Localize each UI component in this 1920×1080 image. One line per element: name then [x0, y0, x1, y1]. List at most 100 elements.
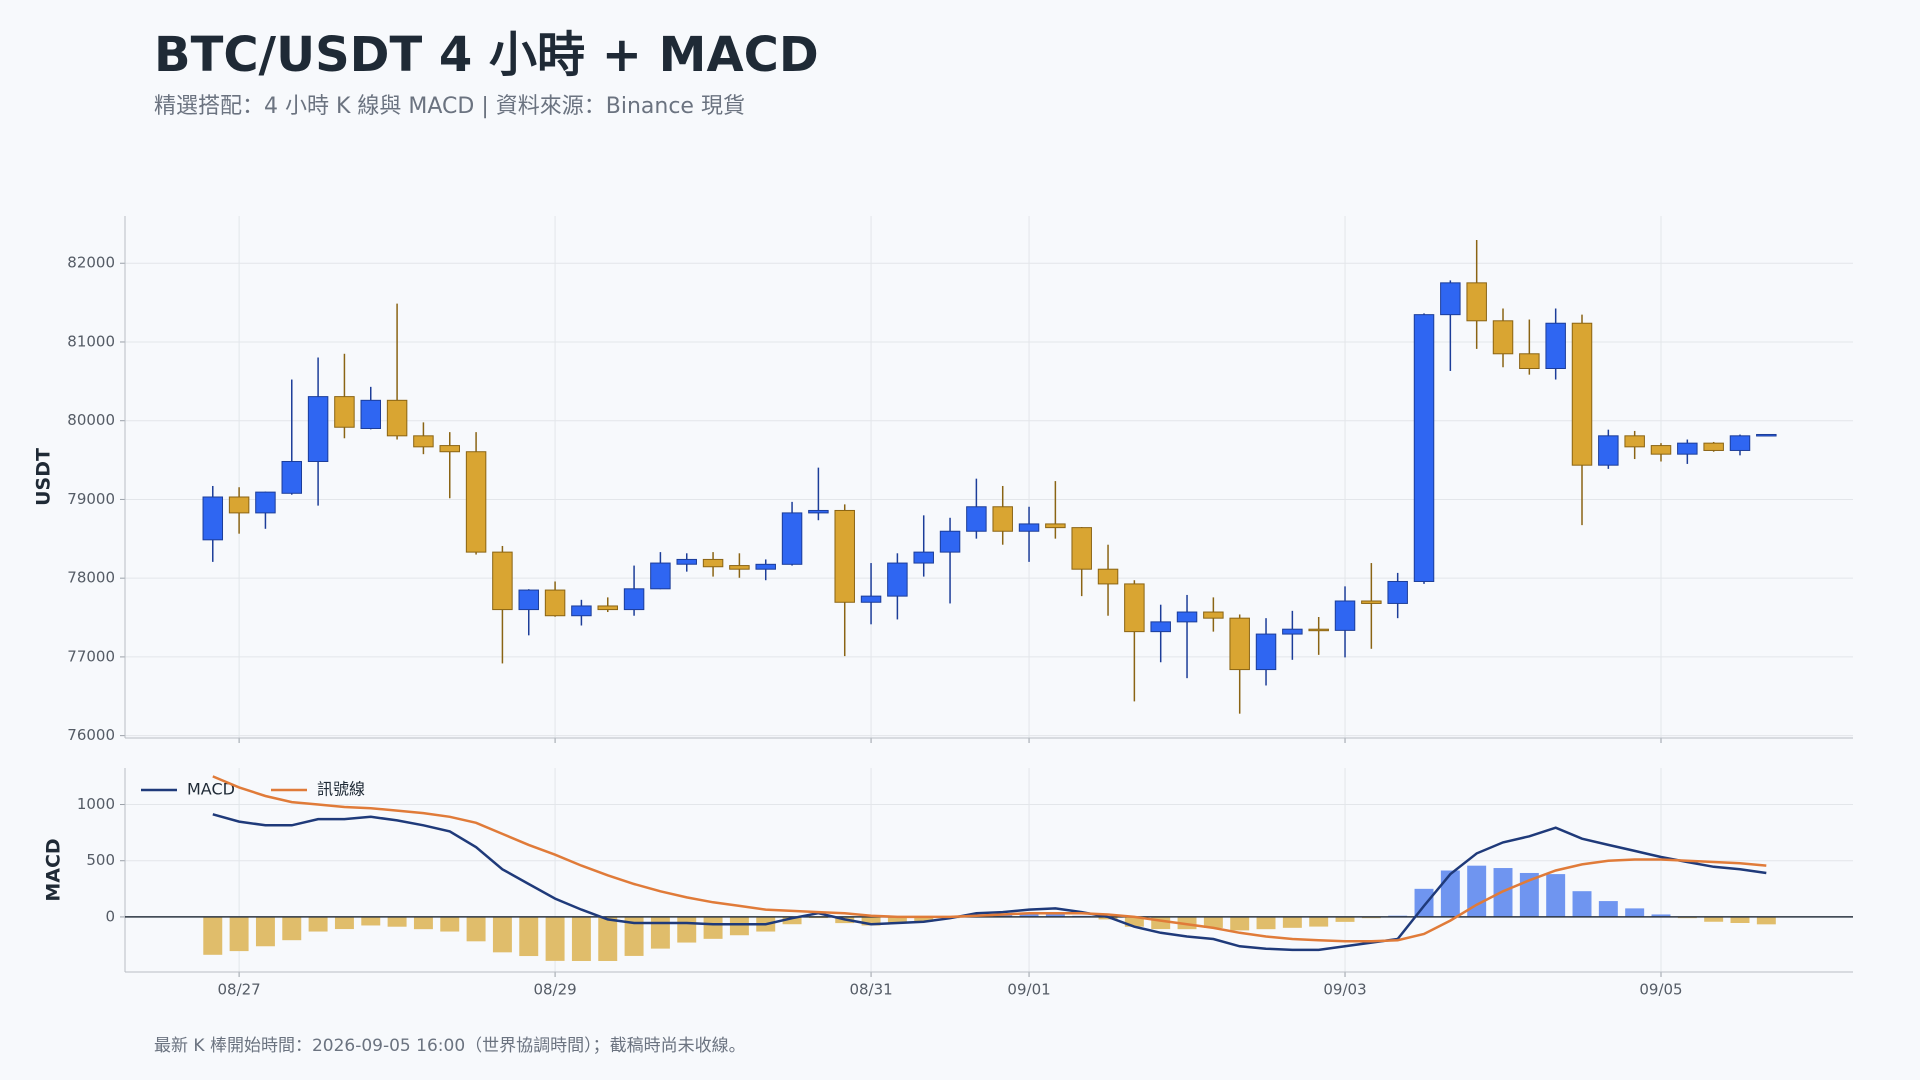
candle-body	[913, 551, 934, 564]
histogram-bar	[650, 916, 670, 949]
legend-label: 訊號線	[317, 780, 365, 799]
histogram-bar	[1124, 916, 1144, 927]
candle-body	[1361, 600, 1382, 604]
candle-body	[1624, 435, 1645, 448]
candle-body	[808, 509, 829, 514]
histogram-bar	[782, 916, 802, 925]
histogram-bar	[1756, 916, 1776, 925]
x-tick-label: 09/05	[1639, 981, 1682, 999]
chart-subtitle: 精選搭配：4 小時 K 線與 MACD | 資料來源：Binance 現貨	[154, 94, 745, 119]
histogram-bar	[282, 916, 302, 941]
line-series	[212, 775, 1767, 943]
candle-body	[1203, 611, 1224, 619]
candle-body	[1413, 314, 1435, 582]
histogram-bar	[1730, 916, 1750, 923]
candle-body	[544, 589, 566, 617]
candle-body	[1334, 600, 1356, 631]
candle-body	[1282, 628, 1303, 635]
candle-body	[729, 565, 750, 570]
histogram-bar	[1519, 872, 1539, 917]
histogram-bar	[1467, 865, 1487, 917]
footnote: 最新 K 棒開始時間：2026-09-05 16:00（世界協調時間）；截稿時尚…	[154, 1036, 746, 1056]
histogram-bar	[729, 916, 749, 936]
candle-body	[597, 605, 618, 611]
histogram-bar	[598, 916, 618, 961]
candle-body	[439, 445, 460, 453]
legend-label: MACD	[187, 780, 235, 799]
histogram-bar	[1704, 916, 1724, 922]
candle-body	[1545, 322, 1566, 370]
candle-body	[202, 496, 224, 541]
candle-body	[281, 460, 303, 494]
x-tick-label: 08/31	[849, 981, 892, 999]
histogram-bar	[203, 916, 223, 955]
candle-body	[1756, 433, 1777, 437]
candle-body	[1492, 320, 1514, 355]
histogram-bar	[492, 916, 512, 953]
chart-title: BTC/USDT 4 小時 + MACD	[154, 27, 819, 83]
candle-body	[492, 551, 513, 611]
candle-body	[334, 396, 355, 428]
histogram-bar	[1282, 916, 1302, 928]
histogram-bar	[1203, 916, 1223, 928]
y-tick-label: 1000	[77, 795, 115, 813]
histogram-bar	[1572, 891, 1592, 917]
y-tick-label: 80000	[67, 411, 115, 429]
histogram-bar	[624, 916, 644, 956]
candle-body	[1466, 282, 1487, 322]
histogram-bar	[1651, 914, 1671, 917]
candle-body	[755, 563, 776, 570]
candle-body	[1071, 527, 1092, 570]
histogram-bar	[1598, 901, 1618, 917]
candle-body	[571, 605, 592, 617]
candle-body	[1571, 322, 1593, 466]
y-tick-label: 77000	[67, 647, 115, 665]
histogram-bar	[677, 916, 697, 943]
x-tick-label: 09/01	[1007, 981, 1050, 999]
candle-body	[966, 506, 987, 532]
candle-body	[518, 589, 539, 611]
x-tick-label: 09/03	[1323, 981, 1366, 999]
histogram-bar	[1019, 913, 1039, 917]
histogram-bar	[914, 916, 934, 922]
candle-body	[1598, 435, 1619, 466]
candle-body	[1519, 353, 1540, 370]
candle-body	[1387, 580, 1408, 604]
histogram-bar	[387, 916, 407, 927]
histogram-bar	[308, 916, 328, 932]
candle-body	[860, 595, 882, 603]
candle-body	[992, 506, 1013, 532]
x-tick-label: 08/27	[217, 981, 260, 999]
histogram-bar	[1045, 912, 1065, 917]
candle-body	[1440, 282, 1461, 316]
histogram-bar	[361, 916, 381, 926]
histogram-bar	[255, 916, 275, 947]
histogram-bar	[1335, 916, 1355, 922]
candle-body	[465, 451, 487, 553]
candle-body	[255, 491, 276, 514]
histogram-bar	[466, 916, 486, 942]
candle-body	[623, 588, 645, 611]
candle-body	[386, 399, 408, 437]
candle-body	[1650, 445, 1672, 455]
candle-body	[1018, 523, 1040, 532]
y-tick-label: 81000	[67, 332, 115, 350]
candle-body	[413, 435, 434, 448]
histogram-bar	[1440, 870, 1460, 917]
y-tick-label: 500	[86, 851, 115, 869]
histogram-bar	[1625, 908, 1645, 917]
histogram-bar	[545, 916, 565, 961]
histogram-bar	[887, 916, 907, 923]
histogram-bar	[440, 916, 460, 932]
candle-body	[676, 558, 697, 565]
candle-body	[1176, 611, 1198, 623]
candle-body	[1150, 621, 1171, 633]
candle-body	[1729, 435, 1751, 451]
y-tick-label: 0	[105, 907, 115, 925]
y-tick-label: 79000	[67, 490, 115, 508]
y-axis-label: MACD	[43, 838, 65, 901]
x-tick-label: 08/29	[533, 981, 576, 999]
histogram-bar	[861, 916, 881, 926]
y-axis-label: USDT	[33, 448, 55, 506]
candle-body	[1703, 442, 1724, 451]
